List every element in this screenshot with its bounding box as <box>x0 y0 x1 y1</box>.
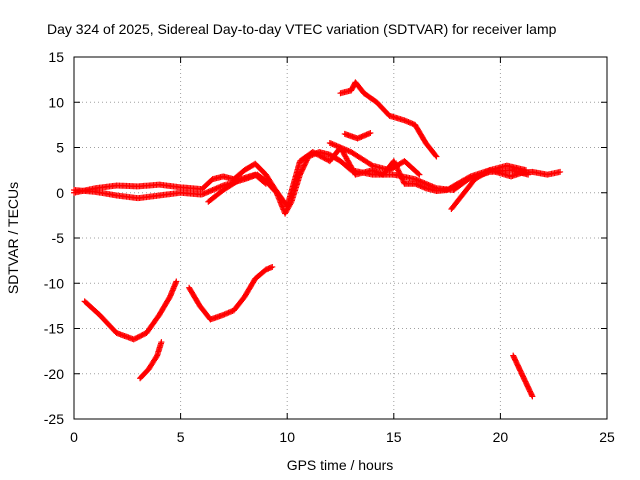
series-track-e <box>326 139 423 178</box>
x-tick-label: 0 <box>70 429 78 445</box>
data-point <box>317 153 324 160</box>
series-track-j <box>186 263 276 323</box>
data-point <box>396 170 403 177</box>
data-point <box>395 167 402 174</box>
grid <box>74 57 607 419</box>
data-point <box>466 174 473 181</box>
data-point <box>398 175 405 182</box>
data-point <box>313 151 320 158</box>
data-point <box>395 168 402 175</box>
y-tick-label: 5 <box>56 140 64 156</box>
y-tick-label: 0 <box>56 185 64 201</box>
data-point <box>262 180 269 187</box>
data-point <box>397 172 404 179</box>
data-point <box>316 152 323 159</box>
series-track-h <box>81 278 180 343</box>
y-axis-ticks: -25 -20 -15 -10 -5 0 5 10 15 <box>44 49 607 427</box>
series-track-f <box>337 79 440 160</box>
chart-title: Day 324 of 2025, Sidereal Day-to-day VTE… <box>47 21 557 37</box>
data-point <box>309 149 316 156</box>
data-point <box>158 339 165 346</box>
data-point <box>312 150 319 157</box>
y-tick-label: -25 <box>44 411 64 427</box>
x-tick-label: 25 <box>599 429 615 445</box>
data-point <box>416 171 423 178</box>
data-point <box>320 154 327 161</box>
data-point <box>368 161 375 168</box>
x-tick-label: 20 <box>493 429 509 445</box>
y-tick-label: 15 <box>48 49 64 65</box>
data-point <box>432 152 439 159</box>
data-point <box>399 176 406 183</box>
data-point <box>367 130 374 137</box>
series-track-i <box>137 339 165 382</box>
y-tick-label: -20 <box>44 366 64 382</box>
y-tick-label: -15 <box>44 321 64 337</box>
data-point <box>322 155 329 162</box>
series-track-g <box>448 167 564 213</box>
x-tick-label: 5 <box>177 429 185 445</box>
data-point <box>433 153 440 160</box>
data-point <box>397 171 404 178</box>
data-point <box>557 168 564 175</box>
x-axis-label: GPS time / hours <box>287 457 394 473</box>
data-point <box>311 149 318 156</box>
data-point <box>173 278 180 285</box>
series-track-d <box>341 130 374 142</box>
y-tick-label: -10 <box>44 275 64 291</box>
data-point <box>269 263 276 270</box>
series-layer <box>71 79 564 400</box>
data-point <box>398 174 405 181</box>
data-point <box>318 153 325 160</box>
data-point <box>415 170 422 177</box>
data-point <box>390 158 397 165</box>
series-track-k <box>510 352 536 400</box>
series-track-c <box>205 171 269 205</box>
x-tick-label: 15 <box>386 429 402 445</box>
data-point <box>529 393 536 400</box>
y-tick-label: 10 <box>48 94 64 110</box>
x-tick-label: 10 <box>279 429 295 445</box>
data-point <box>321 155 328 162</box>
x-axis-ticks: 0 5 10 15 20 25 <box>70 57 615 445</box>
y-axis-label: SDTVAR / TECUs <box>5 182 21 294</box>
series-track-b <box>71 144 529 210</box>
data-point <box>261 179 268 186</box>
data-point <box>315 151 322 158</box>
y-tick-label: -5 <box>52 230 65 246</box>
